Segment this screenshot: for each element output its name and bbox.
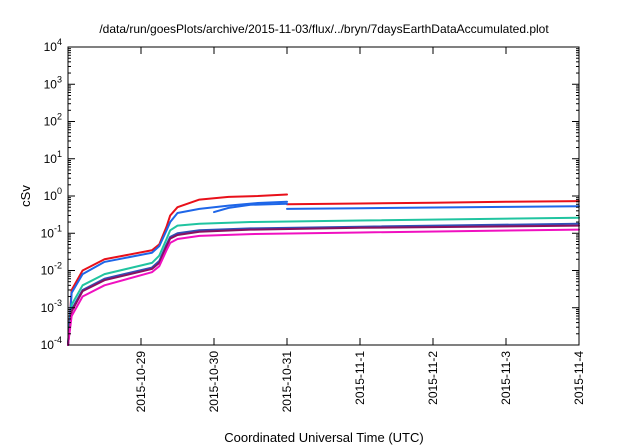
x-axis-label: Coordinated Universal Time (UTC) (224, 430, 423, 445)
series-line (67, 193, 288, 346)
x-tick-label: 2015-11-1 (353, 351, 367, 405)
x-tick-label: 2015-11-4 (572, 351, 586, 405)
y-tick-label: 103 (44, 74, 62, 91)
plot-frame (67, 46, 580, 346)
x-tick-label: 2015-10-31 (280, 351, 294, 413)
series-line (286, 205, 580, 210)
y-tick-label: 10-4 (41, 335, 62, 352)
series-line (67, 222, 580, 346)
x-tick-label: 2015-11-3 (499, 351, 513, 405)
x-tick-label: 2015-11-2 (426, 351, 440, 405)
y-tick-label: 104 (44, 37, 62, 54)
ticks-layer: 10-4 10-3 10-2 10-1 100 101 102 103 104 2015-10-2… (41, 37, 586, 412)
y-axis-label: cSv (18, 185, 33, 207)
x-tick-label: 2015-10-30 (207, 351, 221, 413)
series-line (67, 200, 288, 346)
y-tick-label: 10-1 (41, 223, 62, 240)
series-line (67, 216, 580, 346)
y-tick-label: 10-3 (41, 298, 62, 315)
series-layer (67, 193, 580, 346)
x-tick-label: 2015-10-29 (134, 351, 148, 413)
series-line (286, 200, 580, 206)
series-line (67, 224, 580, 346)
chart-title: /data/run/goesPlots/archive/2015-11-03/f… (99, 22, 549, 36)
series-line (213, 202, 288, 214)
series-line (67, 228, 580, 346)
y-tick-label: 101 (44, 149, 62, 166)
y-tick-label: 10-2 (41, 261, 62, 278)
y-tick-label: 102 (44, 112, 62, 129)
y-tick-label: 100 (44, 186, 62, 203)
